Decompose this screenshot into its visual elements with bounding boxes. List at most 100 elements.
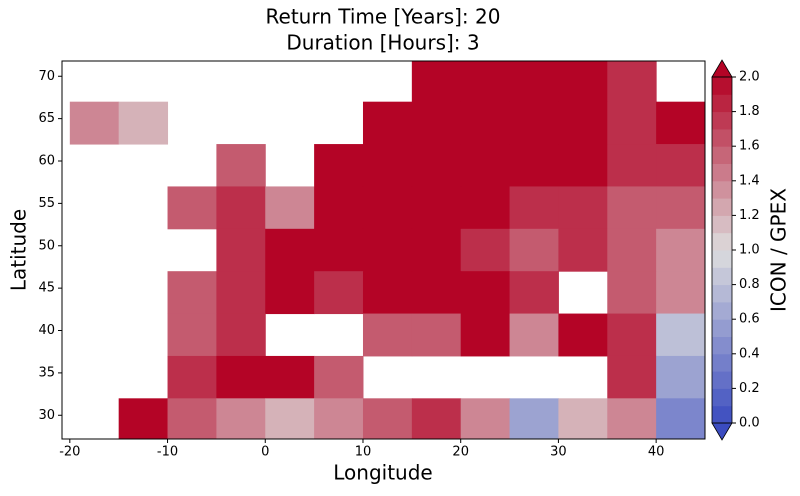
y-axis-label: Latitude [7,209,31,291]
y-tick-label: 30 [38,408,55,423]
cell [216,313,266,357]
cell [509,271,559,315]
x-tick-label: -20 [59,445,80,460]
cell [69,101,120,145]
chart-subtitle: Duration [Hours]: 3 [286,31,479,55]
cell [411,61,462,103]
cell [558,144,608,187]
colorbar-band [712,111,732,130]
colorbar-band [712,128,732,147]
x-tick-label: -10 [157,445,178,460]
cell [167,398,217,439]
colorbar-band [712,232,732,251]
cell [362,186,413,230]
y-tick-label: 60 [38,154,55,169]
cell [656,228,705,272]
colorbar-band [712,371,732,389]
cell [558,186,608,230]
cell [362,271,413,315]
colorbar-band [712,94,732,113]
cell [558,61,608,103]
chart-title: Return Time [Years]: 20 [266,5,501,29]
cell [460,61,511,103]
cell [656,271,705,315]
cell [656,355,705,399]
cell [314,398,364,439]
colorbar-band [712,353,732,372]
cell [607,355,657,399]
y-tick-label: 40 [38,323,55,338]
cell [607,398,657,439]
cell [118,398,169,439]
y-tick-label: 55 [38,196,55,211]
cell [265,355,315,399]
cell [362,398,413,439]
y-tick-label: 35 [38,365,55,380]
cell [460,186,511,230]
cell [216,355,266,399]
cell [216,228,266,272]
cell [362,313,413,357]
cell [411,398,462,439]
cell [411,101,462,145]
cell [558,398,608,439]
colorbar-label: ICON / GPEX [767,188,791,312]
cell [656,313,705,357]
cell [509,228,559,272]
cell [362,144,413,187]
colorbar-band [712,336,732,355]
colorbar-band [712,163,732,182]
x-tick-label: 30 [550,445,567,460]
y-tick-label: 50 [38,238,55,253]
colorbar-tick-label: 2.0 [739,70,760,85]
colorbar-tick-label: 1.4 [739,173,760,188]
cell [118,101,169,145]
cell [460,101,511,145]
cell [362,228,413,272]
cell [509,144,559,187]
colorbar-tick-label: 0.4 [739,346,760,361]
cell [460,144,511,187]
cell [216,398,266,439]
cell [167,355,217,399]
cell [509,61,559,103]
colorbar-band [712,77,732,95]
colorbar-extend-low [711,422,733,441]
cell [656,186,705,230]
cell [509,186,559,230]
cell [265,271,315,315]
cell [265,228,315,272]
colorbar-tick-label: 1.2 [739,208,760,223]
cell [314,186,364,230]
cell [460,228,511,272]
cell [607,228,657,272]
colorbar-band [712,180,732,199]
cell [607,313,657,357]
cell [460,313,511,357]
cell [460,271,511,315]
cell [411,186,462,230]
cell [607,144,657,187]
colorbar-band [712,198,732,216]
cell [411,228,462,272]
cell [265,186,315,230]
colorbar-tick-label: 0.6 [739,312,760,327]
colorbar-tick-label: 1.0 [739,243,760,258]
colorbar-band [712,267,732,286]
cell [411,271,462,315]
cell [314,355,364,399]
colorbar-band [712,215,732,234]
colorbar-band [712,388,732,407]
cell [167,271,217,315]
x-tick-label: 0 [261,445,269,460]
colorbar-band [712,405,732,424]
colorbar-band [712,250,732,268]
colorbar-band [712,284,732,303]
cell [216,144,266,187]
cell [411,144,462,187]
cell [167,313,217,357]
cell [656,398,705,439]
colorbar-extend-high [711,59,733,78]
cell [314,228,364,272]
